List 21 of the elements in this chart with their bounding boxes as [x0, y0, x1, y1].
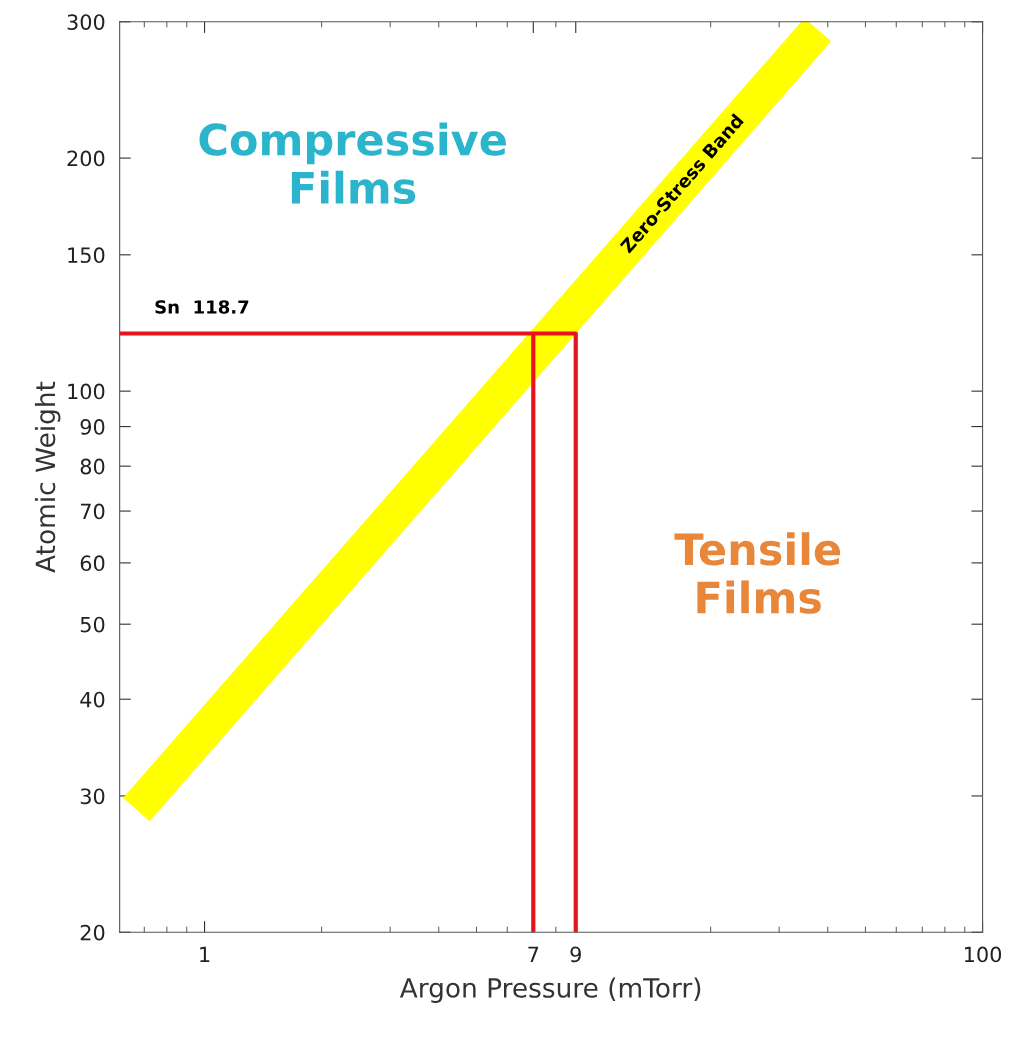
x-axis-title: Argon Pressure (mTorr) [399, 977, 701, 1003]
y-tick-label: 80 [80, 458, 105, 475]
y-tick-label: 20 [80, 924, 105, 941]
annotation: Sn 118.7 [155, 300, 249, 314]
y-tick-label: 100 [68, 383, 105, 400]
y-tick-label: 300 [67, 14, 105, 30]
x-tick-label: 100 [964, 946, 1002, 963]
annotation: Tensile Films [674, 532, 841, 614]
y-tick-label: 200 [67, 150, 105, 167]
y-tick-label: 60 [80, 555, 105, 572]
y-tick-label: 90 [80, 419, 105, 435]
x-tick-label: 7 [528, 946, 539, 962]
x-tick-label: 9 [570, 946, 581, 963]
y-tick-label: 70 [80, 503, 105, 520]
annotation: Compressive Films [199, 122, 506, 205]
y-axis-title: Atomic Weight [34, 381, 61, 573]
x-tick-label: 1 [200, 946, 210, 962]
y-tick-label: 40 [80, 691, 105, 708]
y-tick-label: 150 [68, 247, 105, 264]
y-tick-label: 30 [80, 788, 105, 805]
y-tick-label: 50 [80, 616, 105, 633]
